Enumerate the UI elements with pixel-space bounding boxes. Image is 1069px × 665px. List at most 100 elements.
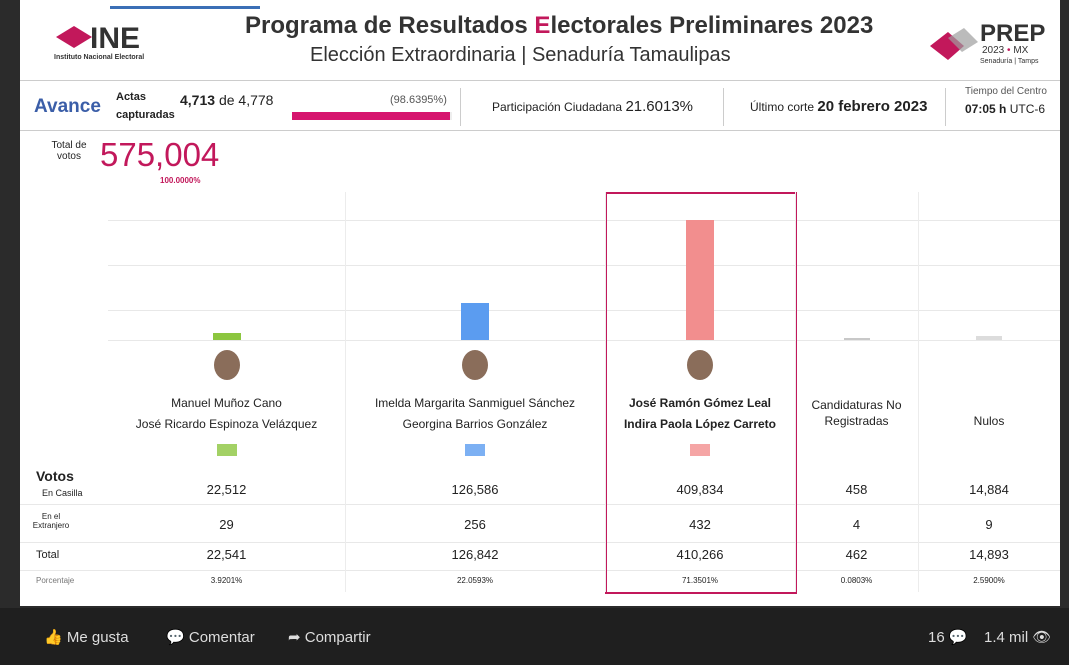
votes-casilla: 409,834 xyxy=(605,482,795,497)
total-pct: 100.0000% xyxy=(160,176,200,185)
vote-pct: 22.0593% xyxy=(345,576,605,585)
social-bar: 👍 Me gusta 💬 Comentar ➦ Compartir 16 💬 1… xyxy=(0,608,1069,665)
logo-sub: Instituto Nacional Electoral xyxy=(54,54,144,61)
tiempo-label: Tiempo del Centro xyxy=(965,86,1047,97)
prep-year-text: 2023 xyxy=(982,45,1004,56)
row-line xyxy=(20,504,1060,505)
title-part: Programa de Resultados xyxy=(245,12,534,39)
votes-extranjero: 4 xyxy=(795,517,918,532)
vote-pct: 2.5900% xyxy=(918,576,1060,585)
bar xyxy=(686,220,714,340)
participacion-value: 21.6013% xyxy=(625,98,693,115)
row-label: En el Extranjero xyxy=(26,512,76,530)
votes-extranjero: 29 xyxy=(108,517,345,532)
hora: 07:05 h UTC-6 xyxy=(965,102,1045,116)
candidate-name: José Ricardo Espinoza Velázquez xyxy=(108,417,345,431)
actas: 4,713 de 4,778 xyxy=(180,92,273,108)
hora-value: 07:05 h xyxy=(965,102,1006,116)
prep-logo: PREP xyxy=(980,20,1045,48)
top-accent xyxy=(110,6,260,9)
votes-total: 126,842 xyxy=(345,547,605,562)
row-label: Porcentaje xyxy=(36,576,74,585)
prep-dot: • xyxy=(1007,45,1011,56)
title: Programa de Resultados Electorales Preli… xyxy=(245,12,873,40)
comment-button[interactable]: 💬 Comentar xyxy=(166,628,255,646)
total-votes: 575,004 xyxy=(100,136,219,174)
candidate-photo xyxy=(214,350,240,380)
screenshot: INE Instituto Nacional Electoral Program… xyxy=(0,0,1069,665)
prep-panel: INE Instituto Nacional Electoral Program… xyxy=(20,0,1060,606)
vertical-line xyxy=(605,192,606,592)
actas-label: Actas capturadas xyxy=(116,88,176,124)
votes-casilla: 14,884 xyxy=(918,482,1060,497)
views-text: 1.4 mil xyxy=(984,629,1028,646)
divider xyxy=(460,88,461,126)
participacion: Participación Ciudadana 21.6013% xyxy=(492,98,693,115)
logo-text: INE xyxy=(90,22,140,56)
divider xyxy=(723,88,724,126)
candidate-name: Imelda Margarita Sanmiguel Sánchez xyxy=(345,396,605,410)
votes-extranjero: 9 xyxy=(918,517,1060,532)
views: 1.4 mil 👁 xyxy=(984,628,1051,646)
candidate-name: Manuel Muñoz Cano xyxy=(108,396,345,410)
votes-total: 14,893 xyxy=(918,547,1060,562)
row-label: En Casilla xyxy=(42,488,83,498)
corte-label: Último corte xyxy=(750,100,814,114)
corte-value: 20 febrero 2023 xyxy=(817,98,927,115)
total-label: Total de votos xyxy=(44,140,94,162)
votes-total: 410,266 xyxy=(605,547,795,562)
share-button[interactable]: ➦ Compartir xyxy=(288,628,371,646)
vote-pct: 0.0803% xyxy=(795,576,918,585)
row-label: Votos xyxy=(36,468,74,484)
vote-pct: 71.3501% xyxy=(605,576,795,585)
comment-count: 16 💬 xyxy=(928,628,968,646)
candidate-photo xyxy=(687,350,713,380)
share-text[interactable]: Compartir xyxy=(305,629,371,646)
participacion-label: Participación Ciudadana xyxy=(492,100,622,114)
bar xyxy=(844,338,870,340)
corte: Último corte 20 febrero 2023 xyxy=(750,98,927,115)
subtitle: Elección Extraordinaria | Senaduría Tama… xyxy=(310,44,731,67)
row-line xyxy=(20,542,1060,543)
bar xyxy=(976,336,1002,340)
bar xyxy=(213,333,241,340)
actas-value: 4,713 xyxy=(180,92,215,108)
votes-total: 462 xyxy=(795,547,918,562)
votes-casilla: 22,512 xyxy=(108,482,345,497)
votes-casilla: 126,586 xyxy=(345,482,605,497)
divider xyxy=(20,80,1060,81)
column-name: Candidaturas No Registradas xyxy=(801,397,912,429)
like-button[interactable]: 👍 Me gusta xyxy=(44,628,129,646)
vertical-line xyxy=(918,192,919,592)
votes-total: 22,541 xyxy=(108,547,345,562)
prep-year: 2023 • MX xyxy=(982,45,1028,56)
like-text[interactable]: Me gusta xyxy=(67,629,129,646)
title-part: lectorales Preliminares 2023 xyxy=(550,12,873,39)
progress-bar xyxy=(292,112,450,120)
bar xyxy=(461,303,489,340)
divider xyxy=(20,130,1060,131)
candidate-name: Indira Paola López Carreto xyxy=(605,417,795,431)
comment-text[interactable]: Comentar xyxy=(189,629,255,646)
actas-pct: (98.6395%) xyxy=(390,94,447,106)
comment-count-text: 16 xyxy=(928,629,945,646)
actas-total: 4,778 xyxy=(238,92,273,108)
vote-pct: 3.9201% xyxy=(108,576,345,585)
ine-logo-mark xyxy=(56,26,92,48)
title-part: E xyxy=(534,12,550,39)
party-logo xyxy=(690,444,710,456)
candidate-name: Georgina Barrios González xyxy=(345,417,605,431)
actas-de: de xyxy=(219,92,235,108)
tz: UTC-6 xyxy=(1010,102,1045,116)
prep-logo-mark xyxy=(930,28,980,64)
votes-extranjero: 256 xyxy=(345,517,605,532)
votes-extranjero: 432 xyxy=(605,517,795,532)
row-line xyxy=(20,570,1060,571)
votes-casilla: 458 xyxy=(795,482,918,497)
divider xyxy=(945,88,946,126)
party-logo xyxy=(217,444,237,456)
column-name: Nulos xyxy=(924,413,1054,429)
vertical-line xyxy=(345,192,346,592)
candidate-photo xyxy=(462,350,488,380)
row-label: Total xyxy=(36,549,59,561)
